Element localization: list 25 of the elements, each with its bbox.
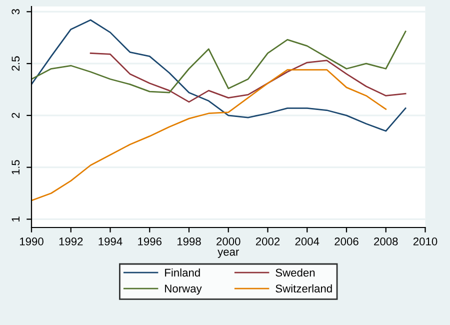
y-tick-label: 2.5 [12, 56, 20, 71]
x-tick-label: 1998 [177, 238, 201, 246]
x-axis-title: year [218, 250, 239, 258]
x-tick-label: 1996 [138, 238, 162, 246]
x-tick-label: 2000 [216, 238, 240, 246]
x-tick-label: 2008 [374, 238, 398, 246]
legend-label: Norway [165, 284, 202, 295]
x-tick-label: 2006 [334, 238, 358, 246]
line-series [32, 19, 406, 132]
line-series [90, 52, 406, 103]
line-series [32, 69, 387, 202]
legend-label: Switzerland [276, 284, 332, 293]
y-tick-label: 1.5 [12, 160, 20, 174]
line-series [32, 30, 406, 94]
x-tick-label: 2010 [413, 238, 438, 246]
x-tick-label: 1990 [20, 238, 44, 246]
x-tick-label: 2004 [295, 238, 320, 246]
legend-label: Sweden [276, 268, 315, 277]
y-tick-label: 1 [12, 216, 20, 222]
x-tick-label: 2002 [256, 238, 280, 246]
legend-label: Finland [165, 268, 200, 277]
x-tick-label: 1994 [98, 238, 122, 246]
y-tick-label: 3 [12, 9, 20, 14]
x-tick-label: 1992 [59, 238, 83, 246]
y-tick-label: 2 [12, 112, 20, 118]
